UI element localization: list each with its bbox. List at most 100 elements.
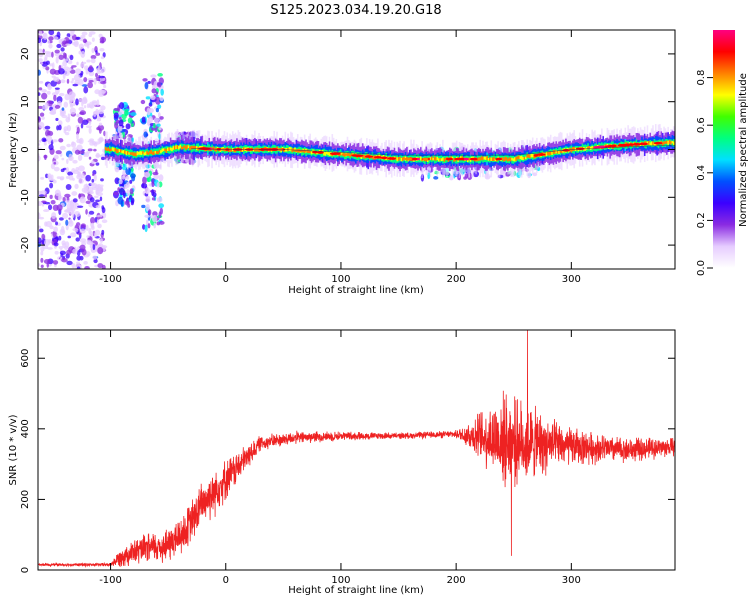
spectrogram-ridge-cell	[487, 157, 490, 161]
spectrogram-noise-cell	[85, 200, 91, 204]
spectrogram-noise-cell	[54, 189, 61, 197]
spectrogram-sideband-cell	[158, 211, 162, 218]
spectrogram-noise-cell	[92, 243, 96, 251]
spectrogram-noise-cell	[89, 230, 94, 237]
spectrogram-noise-cell	[79, 111, 85, 115]
spectrogram-noise-cell	[101, 229, 105, 235]
spectrogram-noise-cell	[96, 118, 102, 122]
spectrogram-sideband-cell	[150, 74, 157, 78]
spectrogram-noise-cell	[88, 120, 92, 126]
spectrogram-sideband-cell	[144, 224, 148, 233]
spectrogram-noise-cell	[49, 182, 54, 189]
snr-y-axis-label: SNR (10 * v/v)	[8, 414, 19, 485]
spectrogram-noise-cell	[102, 52, 106, 58]
spectrogram-sideband-cell	[151, 178, 155, 187]
spectrogram-ridge-cell	[397, 157, 400, 161]
spectrogram-noise-cell	[61, 107, 65, 111]
spectrogram-noise-cell	[40, 176, 45, 180]
colorbar-tick-label: 0.0	[696, 260, 707, 276]
spectrogram-noise-cell	[47, 247, 53, 250]
spectrogram-peak-cell	[380, 156, 388, 160]
spectrogram-noise-cell	[49, 68, 57, 75]
spectrogram-y-tick-label: -10	[20, 189, 31, 205]
spectrogram-noise-cell	[51, 212, 57, 220]
spectrogram-sideband-cell	[117, 196, 124, 205]
spectrogram-peak-cell	[411, 157, 418, 161]
spectrogram-ridge-cell	[646, 141, 649, 145]
spectrogram-noise-cell	[91, 183, 98, 188]
spectrogram-noise-cell	[97, 124, 105, 131]
spectrogram-ridge-cell	[137, 152, 140, 155]
spectrogram-ridge-cell	[649, 142, 652, 146]
spectrogram-noise-cell	[58, 120, 63, 126]
spectrogram-noise-cell	[86, 103, 90, 109]
spectrogram-peak-cell	[329, 152, 340, 156]
spectrogram-noise-cell	[97, 263, 104, 269]
spectrogram-noise-cell	[46, 60, 50, 65]
spectrogram-peak-cell	[620, 143, 628, 147]
spectrogram-ridge-cell	[135, 152, 137, 157]
spectrogram-y-tick-label: 10	[20, 95, 31, 108]
spectrogram-sideband-cell	[128, 196, 132, 200]
spectrogram-noise-cell	[63, 66, 70, 70]
spectrogram-sideband-cell	[148, 209, 152, 216]
spectrogram-ridge-cell	[650, 141, 653, 146]
spectrogram-ridge-cell	[142, 151, 144, 154]
spectrogram-sideband-cell	[532, 172, 538, 177]
spectrogram-ridge-cell	[572, 147, 574, 152]
spectrogram-noise-cell	[86, 186, 94, 193]
spectrogram-sideband-cell	[152, 211, 158, 217]
spectrogram-ridge-cell	[530, 153, 533, 158]
spectrogram-ridge-cell	[106, 148, 108, 152]
spectrogram-noise-cell	[71, 191, 78, 196]
spectrogram-noise-cell	[45, 135, 53, 143]
spectrogram-noise-cell	[58, 124, 62, 131]
spectrogram-sideband-cell	[155, 107, 160, 113]
spectrogram-ridge-cell	[126, 151, 129, 155]
spectrogram-noise-cell	[85, 251, 91, 257]
spectrogram-ridge-cell	[143, 152, 146, 156]
spectrogram-noise-cell	[40, 251, 44, 256]
spectrogram-noise-cell	[67, 171, 74, 176]
spectrogram-ridge-cell	[429, 157, 432, 160]
spectrogram-noise-cell	[54, 104, 61, 109]
spectrogram-ridge-cell	[372, 155, 375, 160]
spectrogram-sideband-cell	[142, 176, 147, 185]
spectrogram-ridge-cell	[672, 141, 675, 146]
spectrogram-noise-cell	[85, 174, 92, 182]
spectrogram-sideband-cell	[151, 197, 156, 201]
spectrogram-noise-cell	[85, 68, 89, 75]
spectrogram-ridge-cell	[110, 148, 112, 152]
spectrogram-ridge-cell	[527, 154, 530, 158]
spectrogram-noise-cell	[62, 242, 67, 248]
spectrogram-ridge-cell	[140, 151, 143, 156]
spectrogram-ridge-cell	[172, 146, 175, 150]
spectrogram-ridge-cell	[350, 152, 353, 156]
spectrogram-noise-cell	[93, 148, 97, 152]
spectrogram-peak-cell	[653, 141, 663, 145]
spectrogram-ridge-cell	[111, 147, 114, 151]
spectrogram-sideband-cell	[129, 179, 133, 184]
spectrogram-noise-cell	[92, 110, 97, 118]
spectrogram-ridge-cell	[131, 152, 133, 155]
spectrogram-noise-cell	[38, 80, 44, 84]
spectrogram-y-axis-label: Frequency (Hz)	[8, 112, 19, 188]
spectrogram-ridge-cell	[453, 158, 455, 162]
spectrogram-noise-cell	[65, 219, 69, 226]
spectrogram-ridge-cell	[431, 156, 433, 161]
spectrogram-noise-cell	[99, 89, 107, 94]
spectrogram-noise-cell	[58, 138, 64, 143]
spectrogram-ridge-cell	[617, 144, 620, 148]
spectrogram-noise-cell	[85, 209, 88, 215]
spectrogram-sideband-cell	[155, 91, 159, 95]
spectrogram-noise-cell	[39, 112, 45, 117]
spectrogram-ridge-cell	[128, 152, 130, 155]
snr-x-tick-label: 200	[447, 575, 466, 586]
spectrogram-sideband-cell	[151, 189, 155, 197]
spectrogram-sideband-cell	[157, 112, 161, 118]
spectrogram-ridge-cell	[439, 157, 441, 161]
spectrogram-ridge-cell	[324, 152, 327, 156]
spectrogram-ridge-cell	[668, 140, 671, 144]
spectrogram-sideband-cell	[145, 195, 151, 203]
spectrogram-ridge-cell	[328, 151, 331, 156]
